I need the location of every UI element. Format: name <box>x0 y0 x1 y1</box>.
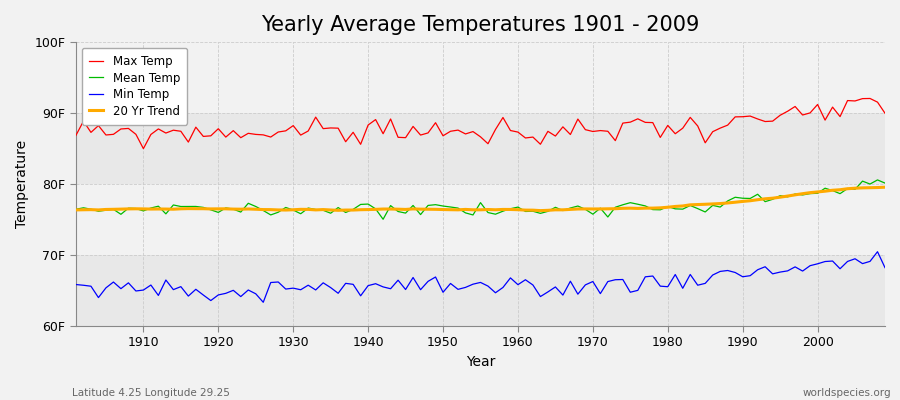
Min Temp <box>70 282 81 287</box>
Mean Temp <box>610 205 621 210</box>
Mean Temp <box>520 209 531 214</box>
Max Temp <box>347 130 358 135</box>
Max Temp <box>520 136 531 140</box>
Mean Temp <box>295 211 306 216</box>
Mean Temp <box>340 210 351 215</box>
Mean Temp <box>70 207 81 212</box>
Bar <box>76 113 885 184</box>
Text: Latitude 4.25 Longitude 29.25: Latitude 4.25 Longitude 29.25 <box>72 388 230 398</box>
20 Yr Trend <box>512 207 523 212</box>
Line: Max Temp: Max Temp <box>76 98 885 149</box>
Min Temp <box>347 282 358 287</box>
Mean Temp <box>130 206 141 211</box>
Title: Yearly Average Temperatures 1901 - 2009: Yearly Average Temperatures 1901 - 2009 <box>261 15 699 35</box>
X-axis label: Year: Year <box>466 355 495 369</box>
Mean Temp <box>378 217 389 222</box>
Min Temp <box>610 277 621 282</box>
Bar <box>76 255 885 326</box>
Line: Min Temp: Min Temp <box>76 252 885 302</box>
20 Yr Trend <box>879 185 890 190</box>
20 Yr Trend <box>295 207 306 212</box>
20 Yr Trend <box>505 207 516 212</box>
Min Temp <box>872 249 883 254</box>
Min Temp <box>130 288 141 293</box>
Min Temp <box>512 282 523 287</box>
Max Temp <box>610 138 621 143</box>
20 Yr Trend <box>610 206 621 211</box>
Max Temp <box>512 130 523 134</box>
Min Temp <box>520 277 531 282</box>
Max Temp <box>70 133 81 138</box>
20 Yr Trend <box>535 208 545 213</box>
Text: worldspecies.org: worldspecies.org <box>803 388 891 398</box>
Min Temp <box>302 283 313 288</box>
Legend: Max Temp, Mean Temp, Min Temp, 20 Yr Trend: Max Temp, Mean Temp, Min Temp, 20 Yr Tre… <box>82 48 187 125</box>
Line: Mean Temp: Mean Temp <box>76 180 885 219</box>
Max Temp <box>302 128 313 133</box>
Mean Temp <box>512 205 523 210</box>
Min Temp <box>257 300 268 305</box>
20 Yr Trend <box>340 208 351 212</box>
Line: 20 Yr Trend: 20 Yr Trend <box>76 187 885 211</box>
Bar <box>76 42 885 113</box>
20 Yr Trend <box>70 208 81 212</box>
Y-axis label: Temperature: Temperature <box>15 140 29 228</box>
Mean Temp <box>872 178 883 182</box>
Mean Temp <box>879 181 890 186</box>
Max Temp <box>865 96 876 101</box>
Bar <box>76 184 885 255</box>
Max Temp <box>130 132 141 137</box>
Max Temp <box>138 146 148 151</box>
Min Temp <box>879 265 890 270</box>
20 Yr Trend <box>130 206 141 211</box>
Max Temp <box>879 111 890 116</box>
